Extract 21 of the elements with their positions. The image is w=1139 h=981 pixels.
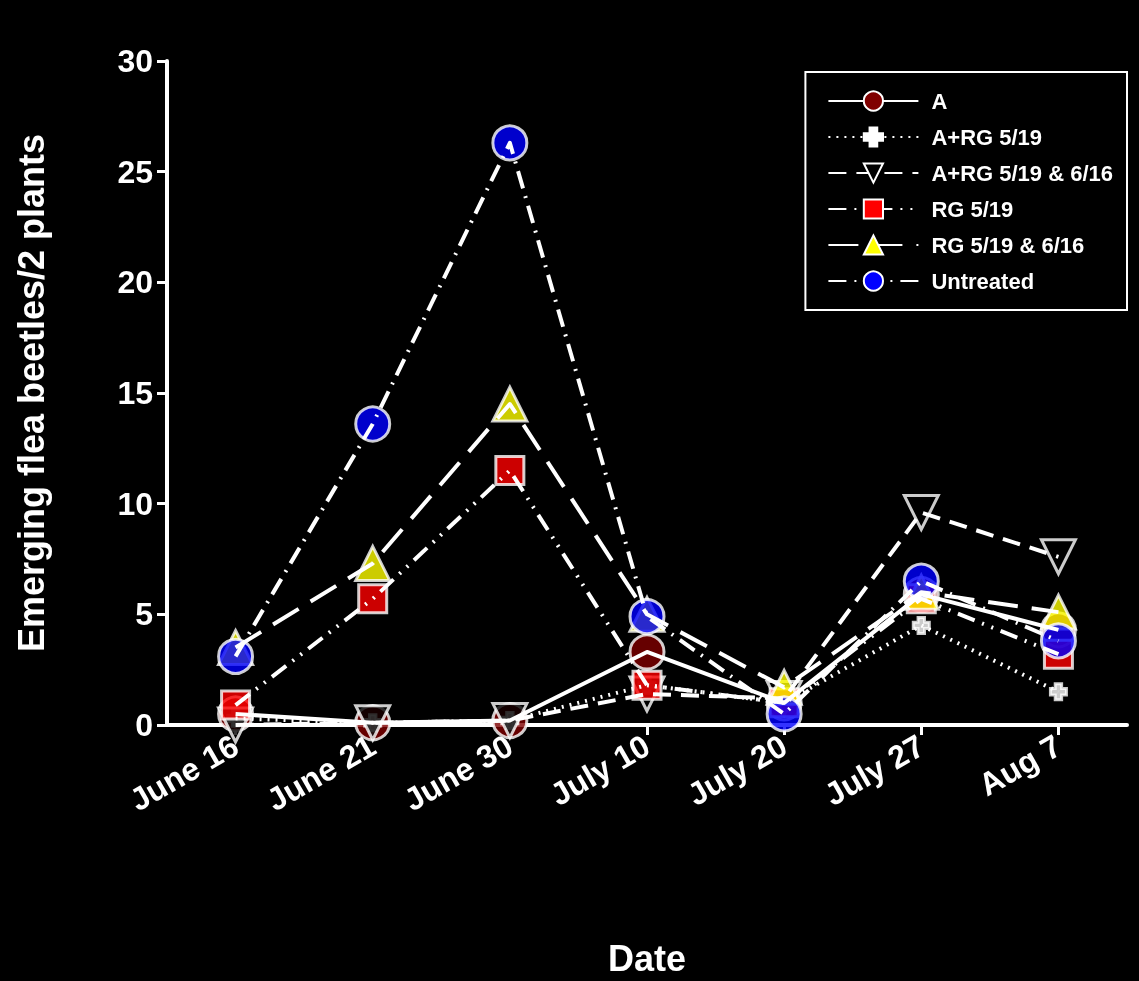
legend-label: A+RG 5/19 & 6/16 <box>931 160 1114 186</box>
legend-label: Untreated <box>931 268 1035 294</box>
x-tick-label: Aug 7 <box>972 727 1068 804</box>
x-tick-label: July 10 <box>544 727 656 813</box>
y-tick-label: 10 <box>117 485 153 522</box>
y-tick-label: 25 <box>117 153 153 190</box>
y-axis-title: Emerging flea beetles/2 plants <box>10 133 52 653</box>
x-tick-label: July 20 <box>681 727 794 813</box>
y-tick-label: 5 <box>135 596 153 633</box>
legend-label: RG 5/19 & 6/16 <box>931 232 1085 258</box>
y-tick-label: 30 <box>117 43 153 79</box>
y-tick-label: 20 <box>117 264 153 301</box>
x-tick-label: June 30 <box>397 727 519 819</box>
x-tick-label: July 27 <box>818 727 931 813</box>
legend-label: A+RG 5/19 <box>931 124 1043 150</box>
x-axis-title: Date <box>607 937 687 979</box>
x-tick-label: June 21 <box>260 727 382 819</box>
y-tick-label: 0 <box>135 707 153 743</box>
y-tick-label: 15 <box>117 375 153 411</box>
legend-label: RG 5/19 <box>931 196 1014 222</box>
legend-label: A <box>931 88 948 114</box>
